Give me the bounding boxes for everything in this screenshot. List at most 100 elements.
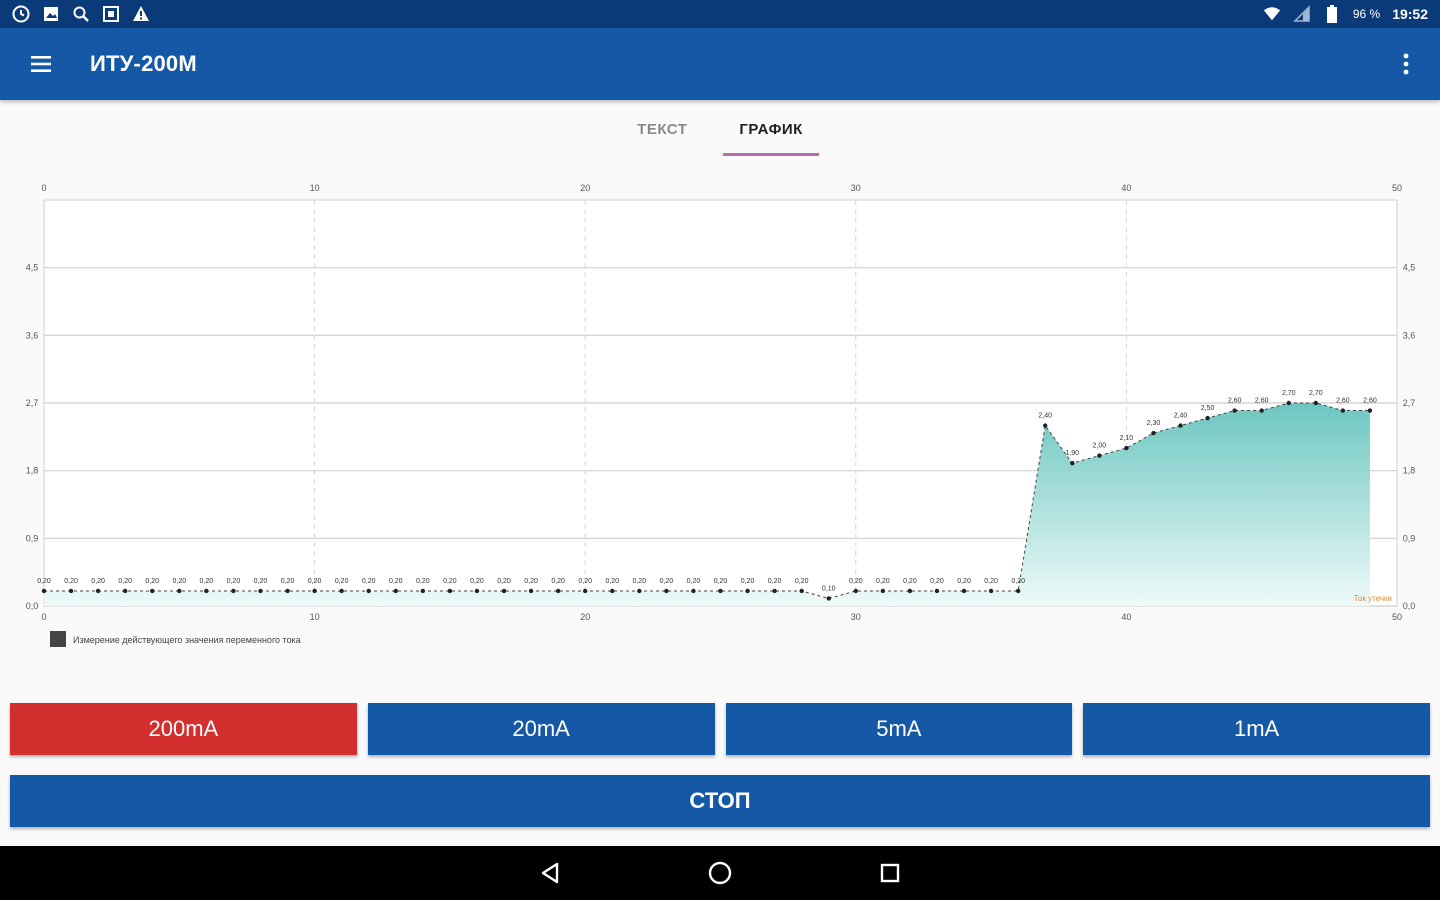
legend-label: Измерение действующего значения переменн…	[73, 635, 301, 645]
y-tick-label-right: 0,9	[1403, 533, 1416, 543]
search-icon	[72, 5, 90, 23]
data-point	[853, 588, 858, 594]
data-point	[1340, 408, 1346, 413]
data-point	[41, 588, 47, 594]
data-label: 0,20	[497, 578, 511, 585]
data-point	[988, 588, 994, 594]
home-button[interactable]	[700, 853, 740, 893]
y-tick-label-right: 2,7	[1403, 398, 1416, 408]
data-point	[1043, 423, 1048, 428]
data-label: 0,20	[741, 578, 755, 585]
range-button-5ma[interactable]: 5mA	[725, 703, 1073, 755]
data-label: 2,70	[1282, 390, 1296, 397]
data-point	[339, 588, 344, 594]
battery-percent: 96 %	[1352, 7, 1381, 21]
y-tick-label-left: 4,5	[26, 263, 39, 273]
data-label: 0,20	[957, 578, 971, 585]
x-tick-label-bottom: 50	[1392, 612, 1402, 622]
data-label: 0,20	[172, 578, 186, 585]
data-point	[1124, 445, 1129, 451]
y-tick-label-right: 4,5	[1403, 263, 1416, 273]
data-point	[1367, 408, 1373, 413]
recents-button[interactable]	[870, 853, 910, 893]
x-tick-label-bottom: 20	[580, 612, 590, 622]
data-label: 0,20	[578, 578, 592, 585]
data-point	[1259, 408, 1264, 413]
data-point	[1286, 400, 1291, 406]
data-label: 0,20	[687, 578, 701, 585]
data-point	[122, 588, 128, 594]
data-point	[1015, 588, 1021, 594]
y-tick-label-left: 0,9	[26, 533, 39, 543]
data-point	[447, 588, 453, 594]
data-label: 0,20	[145, 578, 159, 585]
y-tick-label-left: 2,7	[26, 398, 39, 408]
data-label: 2,00	[1093, 443, 1107, 450]
data-label: 0,20	[714, 578, 728, 585]
screenshot-icon	[102, 5, 120, 23]
data-point	[501, 588, 507, 594]
data-point	[150, 588, 155, 594]
recents-square-icon	[880, 863, 900, 883]
overflow-menu-button[interactable]	[1372, 28, 1440, 100]
data-label: 0,20	[795, 578, 809, 585]
data-label: 2,60	[1336, 398, 1350, 405]
hamburger-icon	[31, 56, 51, 72]
data-label: 0,20	[903, 578, 917, 585]
data-label: 2,40	[1174, 413, 1188, 420]
data-point	[826, 596, 831, 601]
tab-text[interactable]: ТЕКСТ	[637, 120, 688, 138]
data-label: 2,10	[1120, 435, 1134, 442]
clock-icon	[12, 5, 30, 23]
range-button-200ma[interactable]: 200mA	[10, 703, 357, 755]
y-tick-label-right: 3,6	[1403, 330, 1416, 340]
range-button-1ma[interactable]: 1mA	[1083, 703, 1430, 755]
data-point	[1205, 415, 1210, 421]
menu-button[interactable]	[0, 28, 82, 100]
x-tick-label-top: 50	[1392, 183, 1402, 193]
tab-chart[interactable]: ГРАФИК	[723, 100, 820, 158]
back-button[interactable]	[530, 853, 570, 893]
data-label: 0,20	[335, 578, 349, 585]
tab-bar: ТЕКСТ ГРАФИК	[0, 100, 1440, 158]
data-point	[583, 588, 588, 594]
data-label: 0,20	[849, 578, 863, 585]
data-label: 2,40	[1038, 413, 1052, 420]
series-area	[44, 403, 1370, 606]
data-label: 0,20	[551, 578, 565, 585]
data-label: 0,20	[876, 578, 890, 585]
x-tick-label-top: 10	[310, 183, 320, 193]
data-point	[95, 588, 101, 594]
navigation-bar	[0, 846, 1440, 900]
app-title: ИТУ-200М	[90, 51, 197, 76]
data-point	[420, 588, 426, 594]
battery-icon	[1323, 5, 1341, 23]
data-point	[745, 588, 750, 594]
status-time: 19:52	[1392, 6, 1428, 22]
data-label: 2,50	[1201, 405, 1215, 412]
x-tick-label-top: 40	[1121, 183, 1131, 193]
data-point	[258, 588, 263, 594]
app-bar: ИТУ-200М	[0, 28, 1440, 100]
data-label: 0,20	[984, 578, 998, 585]
data-label: 0,20	[254, 578, 268, 585]
range-button-20ma[interactable]: 20mA	[367, 703, 715, 755]
legend-swatch	[50, 631, 66, 647]
data-point	[799, 588, 804, 594]
stop-button[interactable]: СТОП	[10, 775, 1430, 827]
data-point	[177, 588, 182, 594]
data-point	[1232, 408, 1237, 413]
status-bar-right: 96 % 19:52	[1263, 5, 1428, 23]
data-label: 0,20	[1011, 578, 1025, 585]
data-label: 0,20	[281, 578, 295, 585]
data-label: 0,20	[660, 578, 674, 585]
data-label: 0,20	[443, 578, 457, 585]
back-triangle-icon	[541, 862, 559, 884]
x-tick-label-bottom: 10	[310, 612, 320, 622]
home-circle-icon	[708, 861, 732, 885]
data-point	[610, 588, 615, 594]
data-label: 0,20	[768, 578, 782, 585]
y-tick-label-right: 0,0	[1403, 601, 1416, 611]
data-label: 0,20	[64, 578, 78, 585]
data-point	[1070, 460, 1075, 466]
